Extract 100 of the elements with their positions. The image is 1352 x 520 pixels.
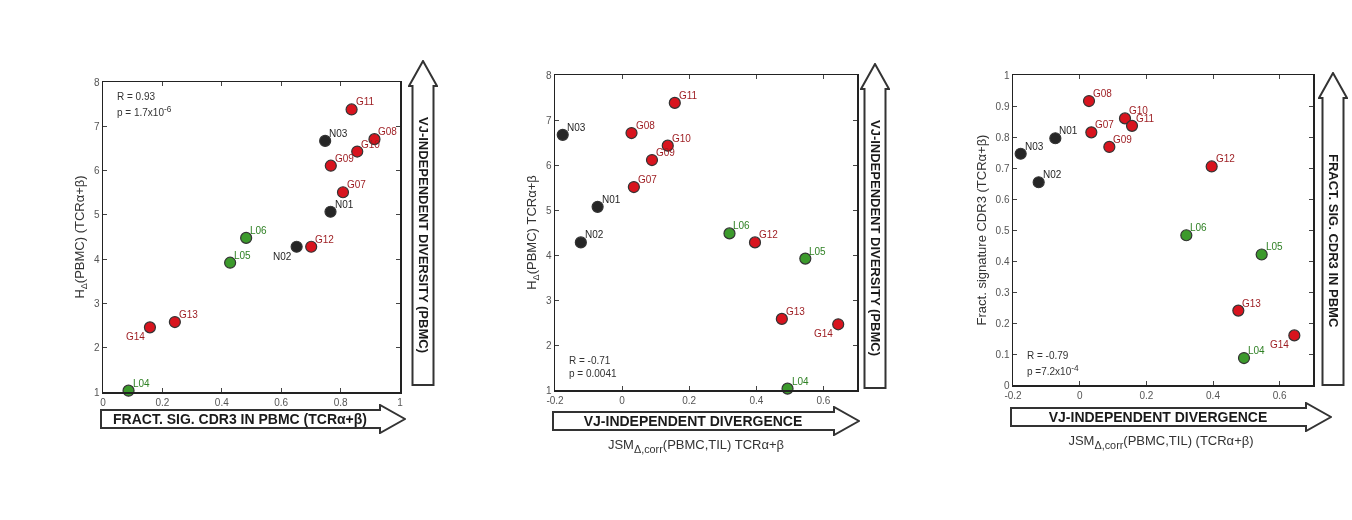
x-axis-title: JSM$_{Δ,corr}$(PBMC,TIL) TCRα+β	[606, 437, 786, 455]
annotation: R = -0.79	[1027, 350, 1069, 361]
annotation: G09	[656, 147, 676, 158]
x-tick-label: 0.8	[333, 396, 348, 408]
annotation: G08	[636, 120, 656, 131]
annotation: G07	[638, 174, 658, 185]
y-tick-label: 8	[545, 69, 552, 81]
annotation: G14	[126, 331, 146, 342]
annotation: N01	[1059, 125, 1078, 136]
y-tick-label: 1	[1003, 69, 1010, 81]
annotation: G11	[1136, 113, 1155, 124]
annotation: N01	[335, 199, 354, 210]
y2-axis-title: FRACT. SIG. CDR3 IN PBMC	[1324, 153, 1342, 330]
point	[324, 159, 337, 172]
x-tick-label: 0.6	[816, 394, 831, 406]
annotation: G14	[1270, 339, 1290, 350]
point	[723, 227, 736, 240]
annotation: G08	[378, 126, 398, 137]
point	[556, 128, 569, 141]
annotation: N02	[1043, 169, 1062, 180]
y-tick-label: 2	[545, 339, 552, 351]
y-tick-label: 4	[545, 249, 552, 261]
point	[1032, 176, 1045, 189]
point	[1288, 329, 1301, 342]
x-tick-label: -0.2	[546, 394, 565, 406]
annotation: N03	[329, 128, 348, 139]
annotation: N03	[1025, 141, 1044, 152]
x-tick-label: 0.4	[1206, 389, 1221, 401]
x-tick-label: 0	[619, 394, 626, 406]
annotation: G13	[179, 309, 199, 320]
point	[290, 240, 303, 253]
y-tick-label: 6	[545, 159, 552, 171]
y-tick-label: 5	[545, 204, 552, 216]
annotation: p = 0.0041	[569, 368, 617, 379]
point	[832, 318, 845, 331]
y-tick-label: 5	[93, 209, 100, 221]
y-tick-label: 4	[93, 253, 100, 265]
x-tick-label: 0.4	[214, 396, 230, 408]
annotation: N01	[602, 194, 621, 205]
x-tick-label: 0.2	[682, 394, 697, 406]
annotation: L05	[1266, 241, 1284, 252]
annotation: G14	[814, 328, 834, 339]
y-tick-label: 0.6	[995, 193, 1010, 205]
annotation: G08	[1093, 88, 1113, 99]
y-tick-label: 0.5	[995, 224, 1010, 236]
point	[668, 96, 681, 109]
y-tick-label: 7	[545, 114, 552, 126]
y-tick-label: 0.9	[995, 100, 1010, 112]
point	[336, 186, 350, 199]
point	[1085, 126, 1098, 139]
annotation: L05	[234, 250, 252, 261]
annotation: L04	[133, 378, 151, 389]
y-tick-label: 2	[93, 342, 100, 354]
point	[1049, 132, 1062, 145]
annotation: G12	[1216, 153, 1236, 164]
text: VJ-INDEPENDENT DIVERGENCE	[1047, 408, 1269, 426]
y-tick-label: 3	[545, 294, 552, 306]
annotation: G11	[356, 96, 375, 107]
annotation: R = -0.71	[569, 355, 611, 366]
y-tick-label: 0.8	[995, 131, 1010, 143]
annotation: N02	[585, 229, 604, 240]
annotation: p = 1.7x10$^{-6}$	[117, 104, 172, 119]
x-tick-label: 0.4	[749, 394, 764, 406]
y-tick-label: 0.1	[995, 348, 1010, 360]
y-tick-label: 0	[1003, 379, 1010, 391]
y2-axis-title: VJ-INDEPENDENT DIVERSITY (PBMC)	[866, 119, 884, 358]
point	[143, 321, 157, 334]
annotation: p =7.2x10$^{-4}$	[1027, 363, 1079, 378]
annotation: L05	[809, 246, 827, 257]
point	[627, 180, 640, 194]
y-tick-label: 0.7	[995, 162, 1010, 174]
annotation: L04	[1248, 345, 1266, 356]
point	[1180, 229, 1193, 242]
point	[775, 312, 788, 325]
annotation: G12	[315, 234, 335, 245]
annotation: L06	[733, 220, 751, 231]
point	[625, 126, 638, 140]
y-axis-title: Fract. signature CDR3 (TCRα+β)	[973, 134, 989, 326]
annotation: G07	[1095, 119, 1115, 130]
y-tick-label: 0.4	[995, 255, 1010, 267]
annotation: G10	[1129, 105, 1149, 116]
y2-axis-title: VJ-INDEPENDENT DIVERSITY (PBMC)	[414, 116, 432, 355]
annotation: L06	[1190, 222, 1208, 233]
point	[1255, 248, 1268, 261]
annotation: G11	[679, 90, 698, 101]
y-tick-label: 8	[93, 76, 100, 88]
point	[324, 205, 337, 218]
y-tick-label: 3	[93, 297, 100, 309]
point	[748, 236, 762, 249]
text: VJ-INDEPENDENT DIVERGENCE	[582, 412, 804, 430]
point	[591, 200, 604, 213]
x-tick-label: 0.6	[274, 396, 289, 408]
x-tick-label: 0.2	[1139, 389, 1154, 401]
x-tick-label: 0	[1076, 389, 1083, 401]
x-tick-label: 0.6	[1272, 389, 1288, 401]
y-tick-label: 6	[93, 165, 100, 177]
y-tick-label: 7	[93, 120, 100, 132]
annotation: G07	[347, 179, 367, 190]
annotation: R = 0.93	[117, 91, 156, 102]
point	[168, 315, 181, 329]
